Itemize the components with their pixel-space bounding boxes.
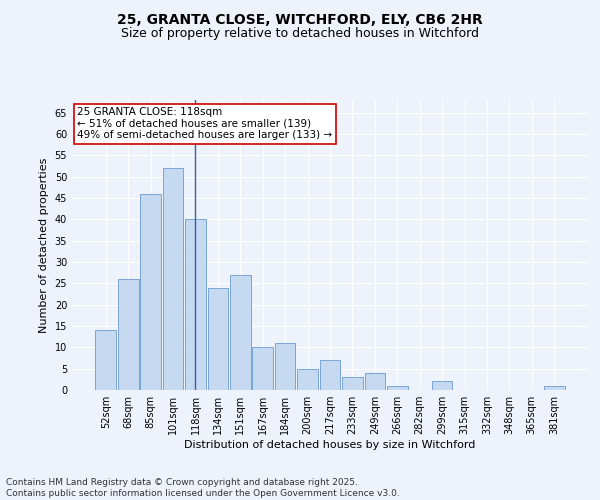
Text: 25, GRANTA CLOSE, WITCHFORD, ELY, CB6 2HR: 25, GRANTA CLOSE, WITCHFORD, ELY, CB6 2H… bbox=[117, 12, 483, 26]
Bar bbox=[140, 194, 161, 390]
Text: Contains HM Land Registry data © Crown copyright and database right 2025.
Contai: Contains HM Land Registry data © Crown c… bbox=[6, 478, 400, 498]
Bar bbox=[208, 288, 228, 390]
Bar bbox=[253, 348, 273, 390]
Bar bbox=[320, 360, 340, 390]
Bar bbox=[342, 377, 363, 390]
Bar bbox=[365, 373, 385, 390]
Text: Size of property relative to detached houses in Witchford: Size of property relative to detached ho… bbox=[121, 28, 479, 40]
Text: 25 GRANTA CLOSE: 118sqm
← 51% of detached houses are smaller (139)
49% of semi-d: 25 GRANTA CLOSE: 118sqm ← 51% of detache… bbox=[77, 108, 332, 140]
Bar bbox=[297, 368, 318, 390]
Bar bbox=[118, 279, 139, 390]
Bar bbox=[544, 386, 565, 390]
Bar bbox=[432, 382, 452, 390]
X-axis label: Distribution of detached houses by size in Witchford: Distribution of detached houses by size … bbox=[184, 440, 476, 450]
Bar bbox=[387, 386, 407, 390]
Bar bbox=[230, 275, 251, 390]
Bar bbox=[95, 330, 116, 390]
Y-axis label: Number of detached properties: Number of detached properties bbox=[39, 158, 49, 332]
Bar bbox=[275, 343, 295, 390]
Bar bbox=[185, 220, 206, 390]
Bar bbox=[163, 168, 184, 390]
